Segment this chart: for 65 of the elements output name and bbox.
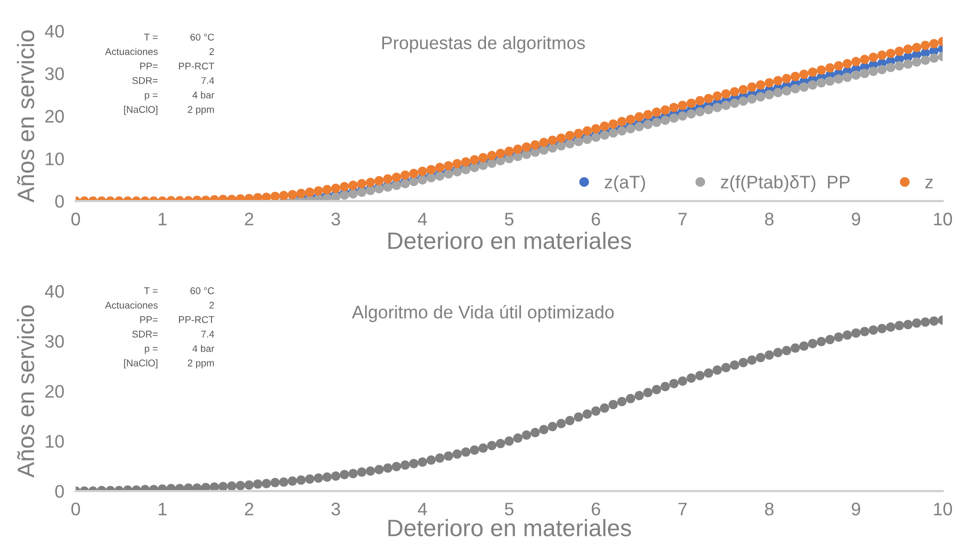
x-tick-label: 7 (678, 502, 687, 516)
x-tick-label: 8 (765, 212, 774, 226)
legend-label: z(aT) (604, 175, 646, 192)
annotation: PP= (140, 316, 158, 323)
x-tick-label: 5 (504, 212, 514, 226)
annotation: 7.4 (201, 330, 214, 338)
x-tick-label: 6 (592, 502, 600, 516)
annotation: 4 bar (192, 91, 214, 98)
x-tick-label: 0 (71, 502, 80, 516)
x-axis-title: Deterioro en materiales (388, 518, 632, 536)
x-tick-label: 9 (852, 212, 860, 226)
x-tick-label: 10 (934, 212, 952, 226)
x-tick-label: 10 (934, 502, 952, 516)
y-axis-title: Años en servicio (16, 305, 34, 478)
y-tick-label: 0 (55, 484, 64, 498)
annotation: p = (144, 346, 158, 354)
x-tick-label: 5 (504, 502, 514, 516)
annotation: PP-RCT (179, 62, 214, 70)
x-tick-label: 0 (71, 212, 80, 226)
annotation: 2 ppm (188, 106, 214, 115)
annotation: 4 bar (192, 344, 214, 352)
x-tick-label: 1 (158, 502, 167, 516)
annotation: 7.4 (201, 77, 214, 84)
annotation: SDR= (132, 330, 158, 338)
y-tick-label: 10 (46, 152, 64, 166)
annotation: SDR= (132, 77, 158, 84)
annotation: PP= (140, 62, 158, 70)
legend-label: z(f(Ptab)δT) PP (720, 175, 850, 192)
y-tick-label: 20 (45, 384, 64, 398)
x-tick-label: 9 (852, 502, 860, 516)
annotation: T = (144, 287, 158, 294)
annotation: 60 °C (190, 34, 214, 41)
annotation: 2 (209, 48, 214, 55)
x-axis-title: Deterioro en materiales (388, 232, 632, 250)
x-tick-label: 6 (592, 212, 600, 226)
x-tick-label: 7 (678, 212, 687, 226)
y-tick-label: 0 (55, 195, 64, 208)
annotation: [NaClO] (124, 106, 158, 115)
annotation: PP-RCT (179, 316, 214, 324)
annotation: 2 ppm (188, 360, 214, 368)
legend-label: z (925, 178, 933, 188)
y-tick-label: 40 (44, 284, 64, 298)
annotation: Actuaciones (105, 48, 158, 56)
y-tick-label: 10 (46, 434, 64, 448)
text: Algoritmo de Vida útil optimizado (352, 305, 614, 322)
y-axis-title: Años en servicio (16, 30, 34, 203)
annotation: [NaClO] (124, 359, 158, 368)
x-tick-label: 2 (244, 212, 254, 226)
x-tick-label: 8 (765, 502, 774, 516)
x-tick-label: 4 (418, 212, 427, 226)
annotation: 2 (209, 302, 214, 309)
y-tick-label: 30 (45, 67, 64, 80)
annotation: 60 °C (190, 287, 214, 294)
x-tick-label: 3 (331, 502, 340, 516)
x-tick-label: 3 (331, 212, 340, 226)
annotation: p = (144, 93, 158, 100)
annotation: T = (144, 34, 158, 40)
x-tick-label: 4 (418, 502, 427, 516)
y-tick-label: 40 (44, 24, 64, 38)
x-tick-label: 1 (158, 212, 167, 226)
annotation: Actuaciones (105, 302, 158, 309)
chart-title: Propuestas de algoritmos (382, 36, 585, 53)
y-tick-label: 30 (45, 334, 64, 348)
x-tick-label: 2 (244, 502, 254, 516)
y-tick-label: 20 (45, 110, 64, 123)
